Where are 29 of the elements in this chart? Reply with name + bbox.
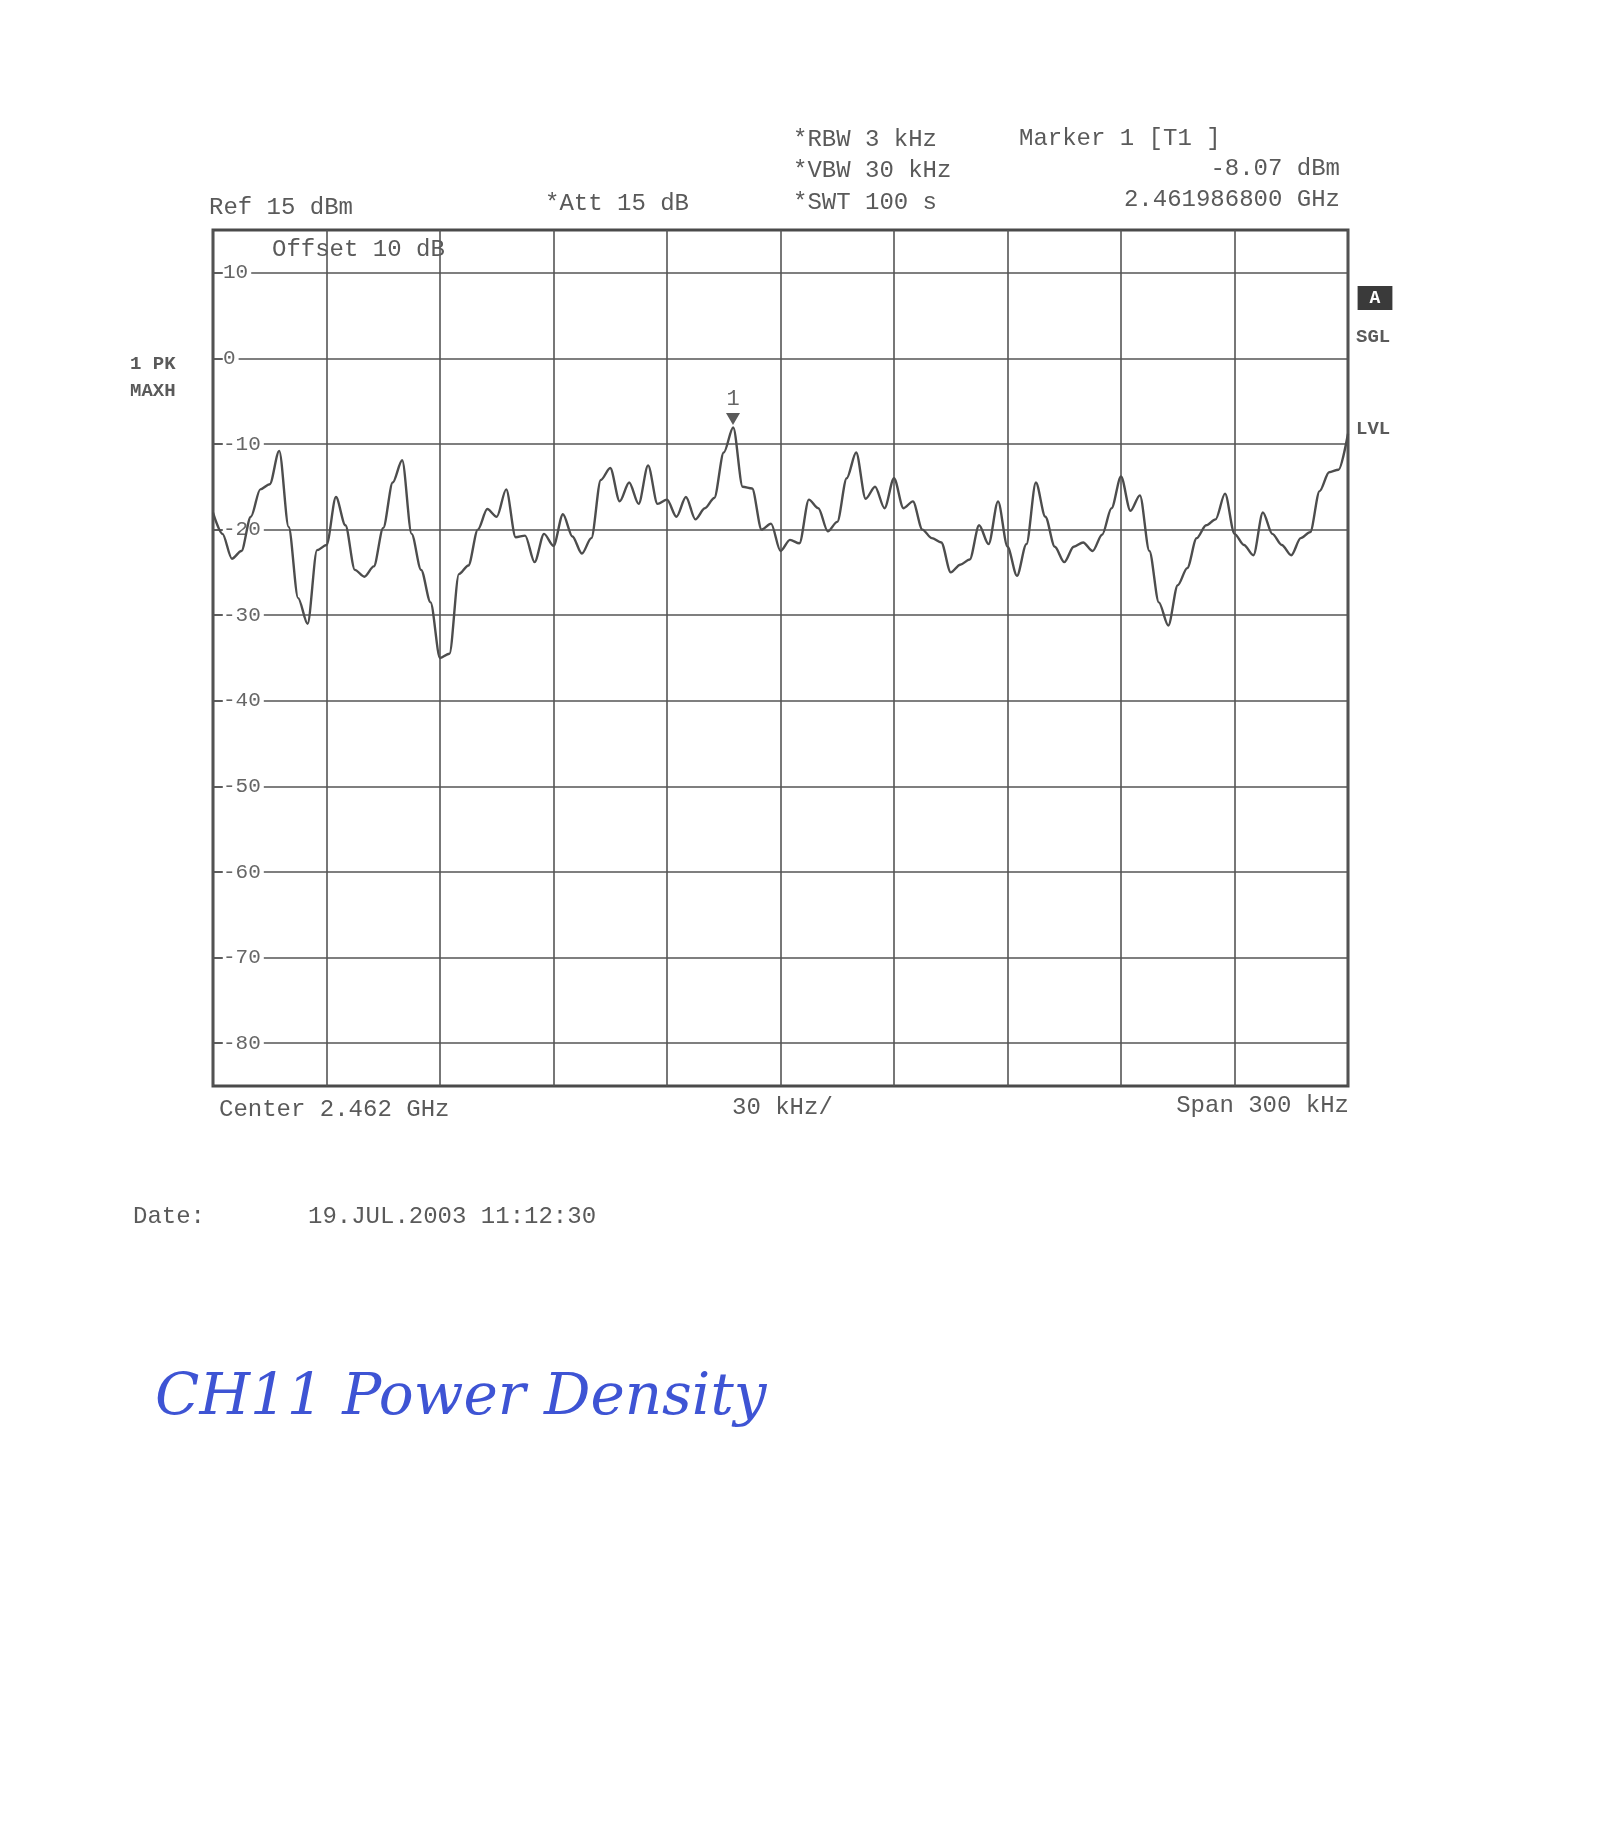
y-tick-label: -50 (223, 774, 261, 798)
text: Span 300 kHz (1176, 1091, 1349, 1119)
text: Marker 1 [T1 ] (1019, 124, 1221, 152)
text: Date: (133, 1202, 206, 1230)
annotation: 1 (726, 386, 740, 412)
text: 19.JUL.2003 11:12:30 (308, 1202, 597, 1230)
text: -8.07 dBm (1210, 154, 1340, 182)
text: MAXH (130, 380, 176, 402)
text: Ref 15 dBm (209, 193, 354, 221)
text: *VBW 30 kHz (793, 156, 952, 184)
text: CH11 Power Density (155, 1360, 768, 1428)
y-tick-label: -30 (223, 603, 261, 627)
text: SGL (1356, 326, 1391, 348)
y-tick-label: -80 (223, 1031, 261, 1055)
y-tick-label: -70 (223, 946, 261, 970)
y-tick-label: -60 (223, 860, 261, 884)
text: A (1369, 288, 1381, 308)
y-tick-label: 0 (223, 346, 236, 370)
text: 1 PK (130, 353, 177, 375)
text: 2.461986800 GHz (1123, 185, 1340, 213)
text: *RBW 3 kHz (793, 125, 938, 153)
y-tick-label: -10 (223, 432, 261, 456)
text: *SWT 100 s (793, 188, 938, 216)
text: *Att 15 dB (545, 189, 690, 217)
text: LVL (1356, 418, 1391, 440)
y-tick-label: 10 (223, 261, 249, 285)
y-tick-label: -40 (223, 689, 261, 713)
text: Center 2.462 GHz (219, 1095, 450, 1123)
text: 30 kHz/ (732, 1093, 833, 1121)
